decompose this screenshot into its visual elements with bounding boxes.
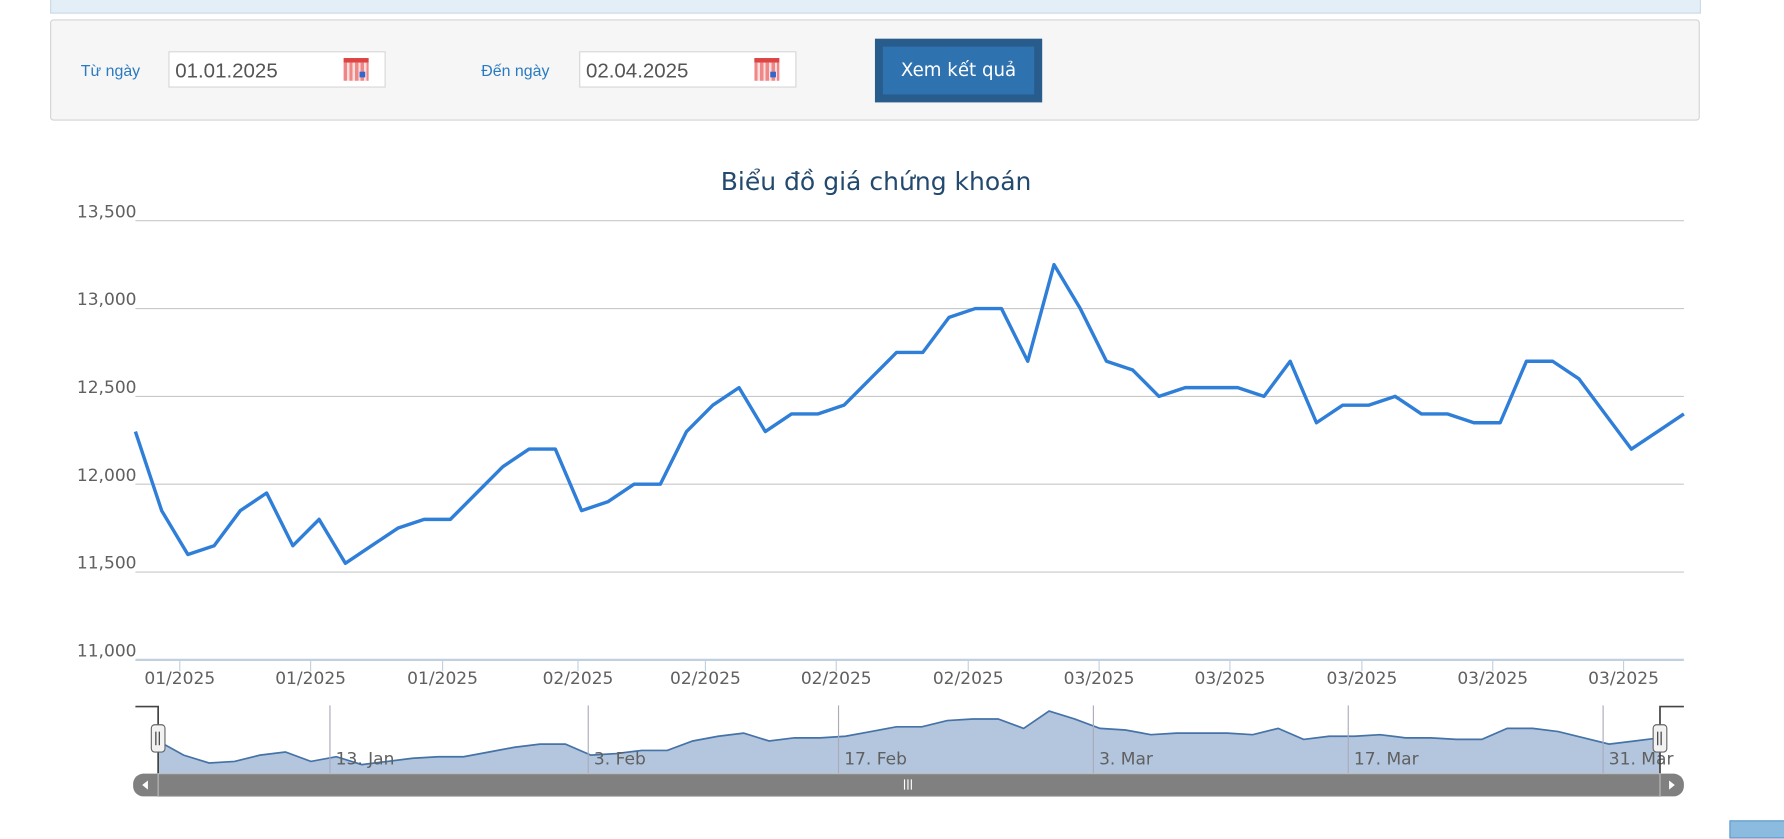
y-tick-label: 13,500 bbox=[77, 202, 137, 222]
calendar-icon[interactable] bbox=[754, 58, 780, 81]
navigator-label: 3. Mar bbox=[1099, 750, 1154, 770]
corner-widget[interactable] bbox=[1729, 820, 1784, 839]
navigator-label: 13. Jan bbox=[336, 750, 395, 770]
navigator-handle[interactable] bbox=[150, 724, 166, 753]
scrollbar-grip-icon bbox=[903, 779, 912, 790]
x-tick-label: 03/2025 bbox=[1064, 669, 1135, 689]
price-line bbox=[133, 262, 1685, 565]
from-date-label: Từ ngày bbox=[80, 61, 141, 80]
navigator-line bbox=[157, 710, 1661, 766]
x-tick-label: 02/2025 bbox=[801, 669, 872, 689]
x-tick-label: 02/2025 bbox=[670, 669, 741, 689]
x-tick-label: 01/2025 bbox=[275, 669, 346, 689]
handle-grip-icon bbox=[1657, 731, 1662, 746]
navigator-handle[interactable] bbox=[1652, 724, 1668, 753]
from-date-input[interactable]: 01.01.2025 bbox=[168, 51, 386, 88]
navigator-label: 3. Feb bbox=[594, 750, 646, 770]
to-date-value: 02.04.2025 bbox=[585, 59, 689, 82]
x-tick-label: 03/2025 bbox=[1195, 669, 1266, 689]
y-tick-label: 12,500 bbox=[77, 378, 137, 398]
y-tick-label: 11,000 bbox=[77, 641, 137, 661]
navigator-label: 31. Mar bbox=[1609, 750, 1675, 770]
scroll-right-arrow-icon[interactable] bbox=[1669, 780, 1675, 790]
x-tick-label: 02/2025 bbox=[543, 669, 614, 689]
x-tick-label: 03/2025 bbox=[1457, 669, 1528, 689]
chart-title: Biểu đồ giá chứng khoán bbox=[720, 168, 1032, 197]
calendar-icon[interactable] bbox=[343, 58, 369, 81]
view-results-button[interactable]: Xem kết quả bbox=[874, 38, 1043, 103]
x-tick-label: 02/2025 bbox=[933, 669, 1004, 689]
top-info-bar bbox=[50, 0, 1701, 14]
x-tick-label: 03/2025 bbox=[1588, 669, 1659, 689]
y-tick-label: 11,500 bbox=[77, 554, 137, 574]
to-date-label: Đến ngày bbox=[481, 61, 550, 80]
view-results-label: Xem kết quả bbox=[882, 46, 1035, 95]
from-date-value: 01.01.2025 bbox=[175, 59, 278, 82]
handle-grip-icon bbox=[155, 731, 160, 746]
date-filter-panel: Từ ngày 01.01.2025 Đến ngày 02.04.2025 X… bbox=[50, 19, 1700, 121]
to-date-input[interactable]: 02.04.2025 bbox=[579, 51, 797, 88]
x-tick-label: 03/2025 bbox=[1326, 669, 1397, 689]
navigator-label: 17. Mar bbox=[1354, 750, 1420, 770]
y-tick-label: 12,000 bbox=[77, 466, 137, 486]
navigator-area bbox=[158, 711, 1660, 774]
x-tick-label: 01/2025 bbox=[144, 669, 215, 689]
x-tick-label: 01/2025 bbox=[407, 669, 478, 689]
navigator-label: 17. Feb bbox=[844, 750, 907, 770]
scroll-left-arrow-icon[interactable] bbox=[142, 780, 148, 790]
scrollbar-thumb[interactable] bbox=[157, 773, 1661, 798]
y-tick-label: 13,000 bbox=[77, 290, 137, 310]
